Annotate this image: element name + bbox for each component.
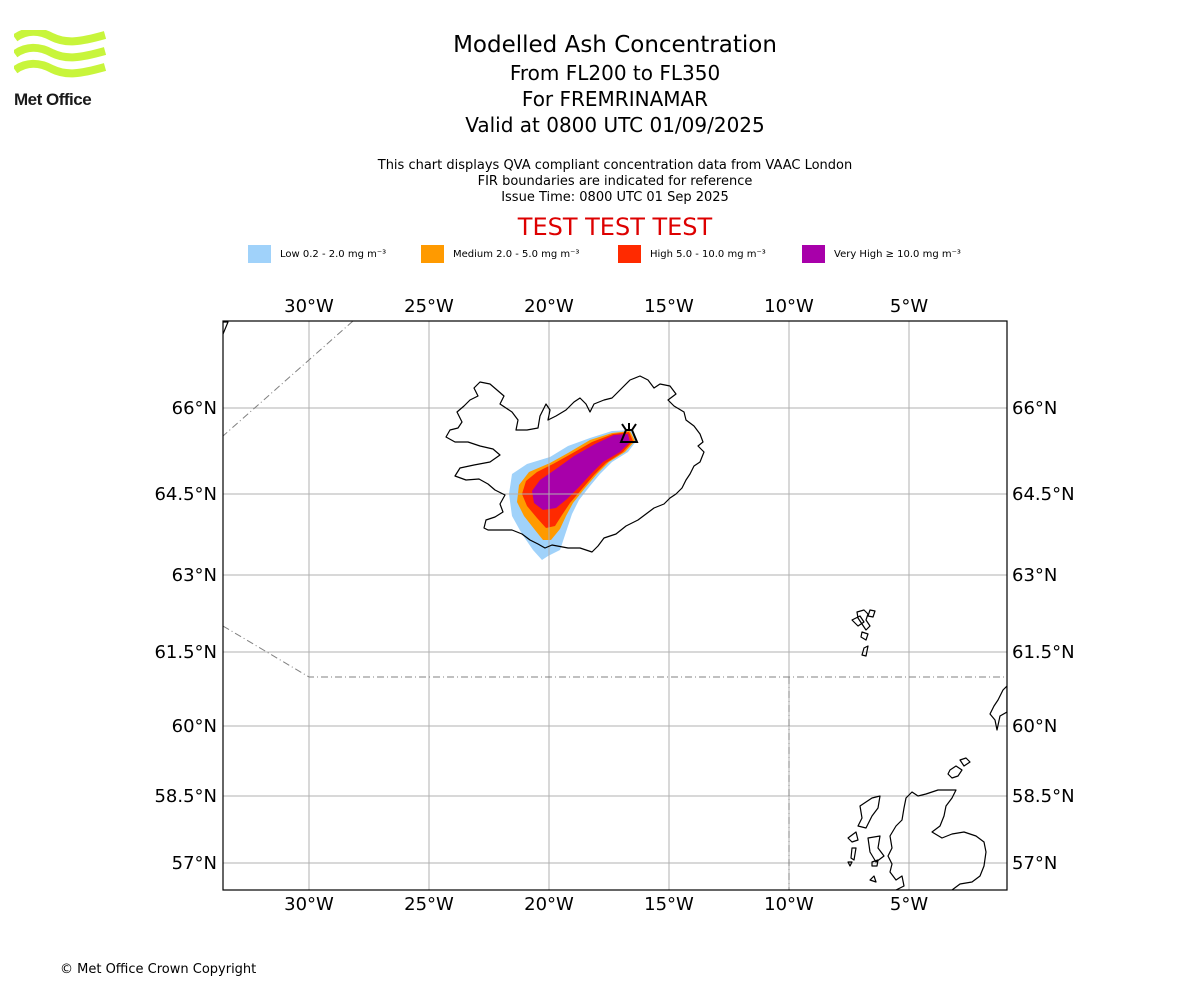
lat-label-left-60n: 60°N (172, 716, 217, 737)
issue-time: Issue Time: 0800 UTC 01 Sep 2025 (501, 190, 729, 205)
met-office-logo: Met Office (12, 27, 108, 112)
lon-label-bottom-30w: 30°W (284, 894, 334, 915)
lon-label-bottom-10w: 10°W (764, 894, 814, 915)
chart-title-block: Modelled Ash Concentration From FL200 to… (0, 30, 1200, 138)
shetland-coastline (989, 685, 1007, 731)
ash-plume-very-high (532, 434, 630, 510)
legend-swatch-high (618, 245, 641, 263)
legend-swatch-medium (421, 245, 444, 263)
legend-label-high: High 5.0 - 10.0 mg m⁻³ (650, 248, 766, 260)
legend-label-medium: Medium 2.0 - 5.0 mg m⁻³ (453, 248, 580, 260)
legend-label-low: Low 0.2 - 2.0 mg m⁻³ (280, 248, 387, 260)
lon-label-top-20w: 20°W (524, 296, 574, 317)
lat-label-right-64-5n: 64.5°N (1012, 484, 1075, 505)
flight-level-range: From FL200 to FL350 (509, 61, 721, 85)
legend-item-high: High 5.0 - 10.0 mg m⁻³ (618, 244, 766, 264)
lat-label-left-63n: 63°N (172, 565, 217, 586)
lon-label-top-25w: 25°W (404, 296, 454, 317)
coastlines (223, 321, 1007, 890)
legend-swatch-low (248, 245, 271, 263)
info-source: This chart displays QVA compliant concen… (377, 158, 853, 173)
lon-label-bottom-15w: 15°W (644, 894, 694, 915)
legend-label-very-high: Very High ≥ 10.0 mg m⁻³ (834, 248, 961, 260)
valid-time: Valid at 0800 UTC 01/09/2025 (465, 113, 765, 137)
logo-text: Met Office (14, 90, 92, 109)
lon-labels-top: 30°W 25°W 20°W 15°W 10°W 5°W (284, 296, 928, 317)
lon-label-top-30w: 30°W (284, 296, 334, 317)
lat-label-left-66n: 66°N (172, 398, 217, 419)
lon-labels-bottom: 30°W 25°W 20°W 15°W 10°W 5°W (284, 894, 928, 915)
info-block: This chart displays QVA compliant concen… (0, 158, 1200, 206)
chart-title: Modelled Ash Concentration (453, 32, 777, 58)
volcano-name-line: For FREMRINAMAR (521, 87, 709, 111)
graticule (223, 321, 1007, 890)
lat-label-right-57n: 57°N (1012, 853, 1057, 874)
scotland-coastline (887, 789, 987, 890)
legend-item-medium: Medium 2.0 - 5.0 mg m⁻³ (421, 244, 579, 264)
iceland-coastline (445, 375, 705, 553)
copyright-notice: © Met Office Crown Copyright (60, 962, 257, 977)
met-office-wave-icon (12, 27, 107, 78)
legend-item-low: Low 0.2 - 2.0 mg m⁻³ (248, 244, 386, 264)
test-banner: TEST TEST TEST (517, 213, 713, 241)
lat-label-right-66n: 66°N (1012, 398, 1057, 419)
lat-labels-left: 66°N 64.5°N 63°N 61.5°N 60°N 58.5°N 57°N (154, 398, 217, 874)
lat-label-left-64-5n: 64.5°N (154, 484, 217, 505)
lat-label-right-63n: 63°N (1012, 565, 1057, 586)
map-frame (222, 320, 1008, 891)
legend-item-very-high: Very High ≥ 10.0 mg m⁻³ (802, 244, 961, 264)
lon-label-top-5w: 5°W (890, 296, 928, 317)
ash-concentration-plume (509, 430, 637, 560)
lat-labels-right: 66°N 64.5°N 63°N 61.5°N 60°N 58.5°N 57°N (1012, 398, 1075, 874)
volcano-marker (619, 423, 639, 443)
lat-label-right-61-5n: 61.5°N (1012, 642, 1075, 663)
lat-label-left-58-5n: 58.5°N (154, 786, 217, 807)
lon-label-bottom-5w: 5°W (890, 894, 928, 915)
fir-boundaries (223, 321, 1007, 890)
lon-label-top-10w: 10°W (764, 296, 814, 317)
lat-label-right-58-5n: 58.5°N (1012, 786, 1075, 807)
lat-label-right-60n: 60°N (1012, 716, 1057, 737)
lon-label-bottom-25w: 25°W (404, 894, 454, 915)
lat-label-left-61-5n: 61.5°N (154, 642, 217, 663)
lon-label-bottom-20w: 20°W (524, 894, 574, 915)
info-fir: FIR boundaries are indicated for referen… (477, 174, 753, 189)
lon-label-top-15w: 15°W (644, 296, 694, 317)
legend-swatch-very-high (802, 245, 825, 263)
lat-label-left-57n: 57°N (172, 853, 217, 874)
